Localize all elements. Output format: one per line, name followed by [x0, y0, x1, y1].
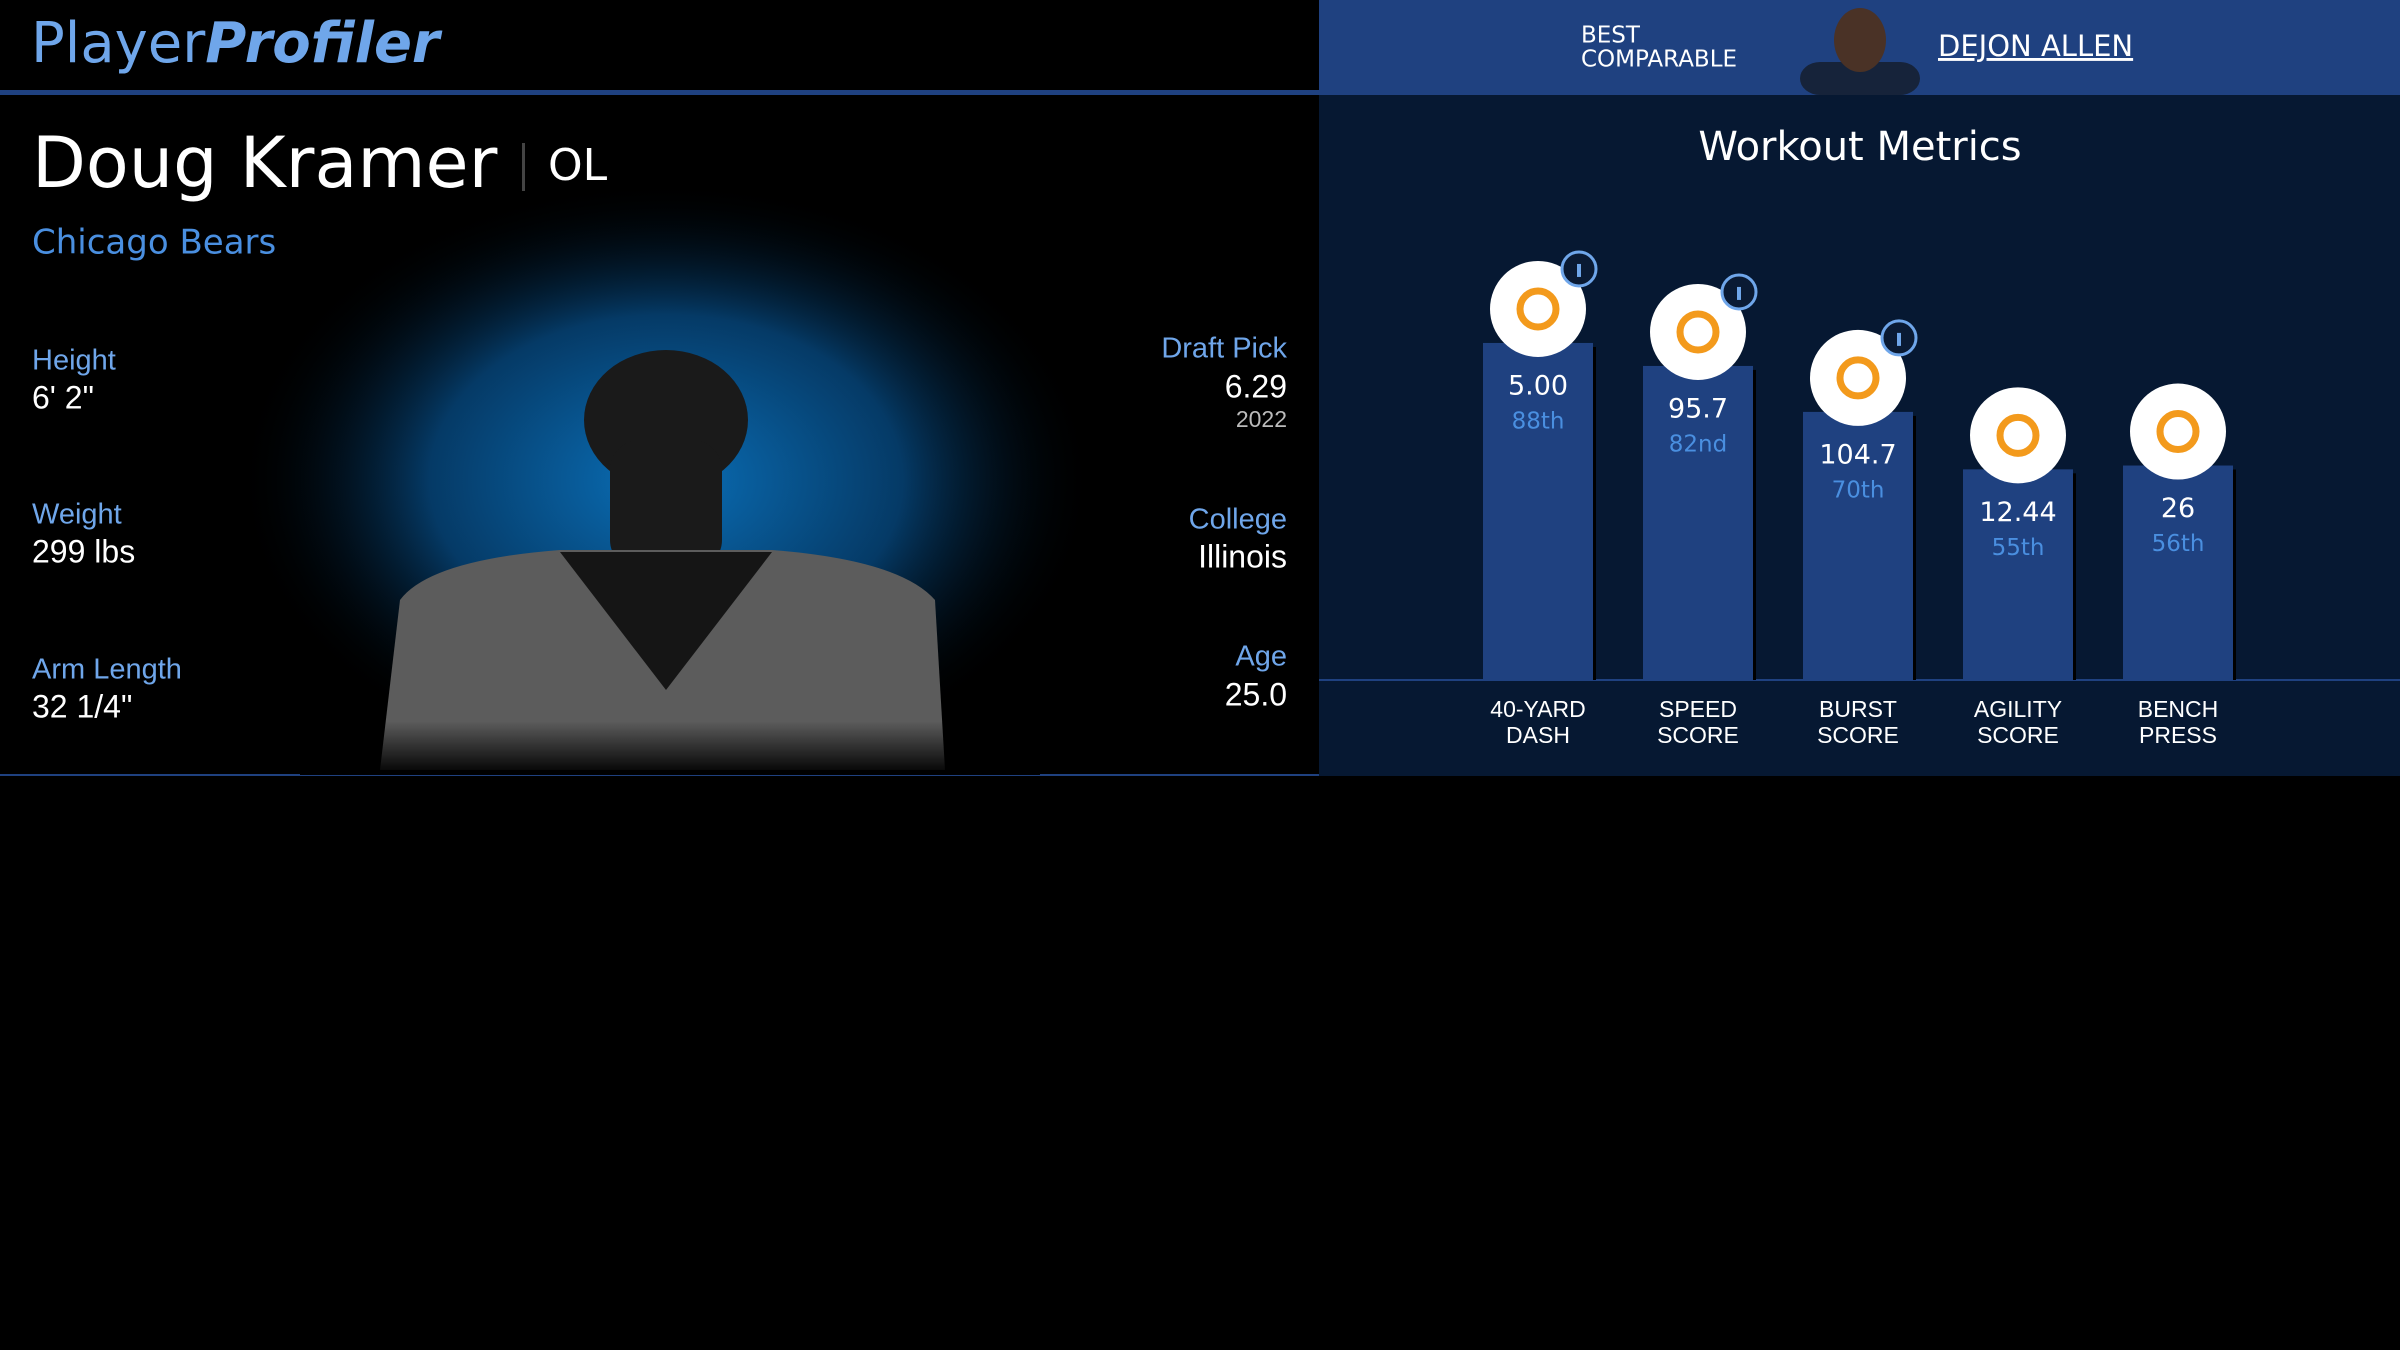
bar-shadow	[2233, 469, 2236, 680]
comparable-photo	[1800, 8, 1920, 95]
bio-value: 6' 2"	[32, 379, 94, 415]
bio-label: Age	[1235, 641, 1287, 673]
logo-first: Player	[31, 11, 206, 76]
metric-name: AGILITY	[1974, 696, 2062, 722]
bio-value: 32 1/4"	[32, 688, 132, 724]
icon-glyph	[1676, 310, 1720, 354]
bar-shadow	[1913, 415, 1916, 680]
metric-icon	[1970, 387, 2066, 484]
player-name: Doug Kramer	[32, 122, 498, 204]
bio-value: 299 lbs	[32, 533, 135, 569]
metric-name: PRESS	[2139, 722, 2217, 748]
info-glyph	[1737, 286, 1741, 300]
metric-bar	[1803, 411, 1913, 680]
info-glyph	[1897, 332, 1901, 346]
header-rule	[0, 90, 1319, 95]
metric-icon	[2130, 383, 2226, 480]
bio-label: Height	[32, 345, 116, 377]
metric-bar	[1643, 365, 1753, 680]
metric-name: SCORE	[1657, 722, 1739, 748]
metric-name: BURST	[1819, 696, 1897, 722]
workout-title: Workout Metrics	[1698, 124, 2021, 170]
bio-label: College	[1189, 504, 1287, 536]
icon-glyph	[1516, 287, 1560, 331]
bio-value: Illinois	[1198, 538, 1287, 574]
metric-value: 95.7	[1668, 393, 1728, 424]
bio-value: 25.0	[1225, 676, 1287, 712]
bio-sub: 2022	[1236, 406, 1287, 432]
bio-label: Draft Pick	[1161, 333, 1287, 365]
metric-bar	[1963, 469, 2073, 680]
comparable-link[interactable]: DEJON ALLEN	[1938, 29, 2133, 63]
metric-percentile: 56th	[2152, 531, 2205, 557]
best-label: BEST	[1581, 23, 1641, 49]
icon-glyph	[1836, 356, 1880, 400]
metric-name: BENCH	[2138, 696, 2219, 722]
metric-icon	[1650, 283, 1746, 380]
bio-value: 6.29	[1225, 368, 1287, 404]
metric-percentile: 70th	[1832, 477, 1885, 503]
player-team[interactable]: Chicago Bears	[32, 223, 276, 263]
info-glyph	[1577, 263, 1581, 277]
photo-fade	[300, 560, 1040, 775]
metric-icon	[1490, 260, 1586, 357]
player-position: OL	[548, 140, 608, 191]
metric-name: SCORE	[1817, 722, 1899, 748]
best-label: COMPARABLE	[1581, 47, 1737, 73]
metric-percentile: 55th	[1992, 535, 2045, 561]
icon-glyph	[2156, 410, 2200, 454]
metric-value: 12.44	[1979, 497, 2056, 528]
bio-label: Arm Length	[32, 654, 182, 686]
icon-glyph	[1996, 413, 2040, 457]
metric-bar	[2123, 465, 2233, 680]
bio-label: Weight	[32, 499, 122, 531]
metric-icon	[1810, 329, 1906, 426]
metric-bar	[1483, 342, 1593, 680]
metric-name: SPEED	[1659, 696, 1737, 722]
metric-name: SCORE	[1977, 722, 2059, 748]
logo[interactable]: PlayerProfiler	[31, 11, 443, 76]
name-divider	[522, 143, 525, 191]
metric-percentile: 88th	[1512, 408, 1565, 434]
bar-shadow	[1753, 369, 1756, 680]
bar-shadow	[2073, 473, 2076, 680]
metric-percentile: 82nd	[1669, 431, 1727, 457]
logo-second: Profiler	[205, 11, 443, 76]
bar-shadow	[1593, 346, 1596, 680]
metric-value: 5.00	[1508, 370, 1568, 401]
metric-value: 26	[2161, 493, 2195, 524]
metric-name: 40-YARD	[1490, 696, 1585, 722]
metric-name: DASH	[1506, 722, 1570, 748]
metric-value: 104.7	[1819, 439, 1896, 470]
